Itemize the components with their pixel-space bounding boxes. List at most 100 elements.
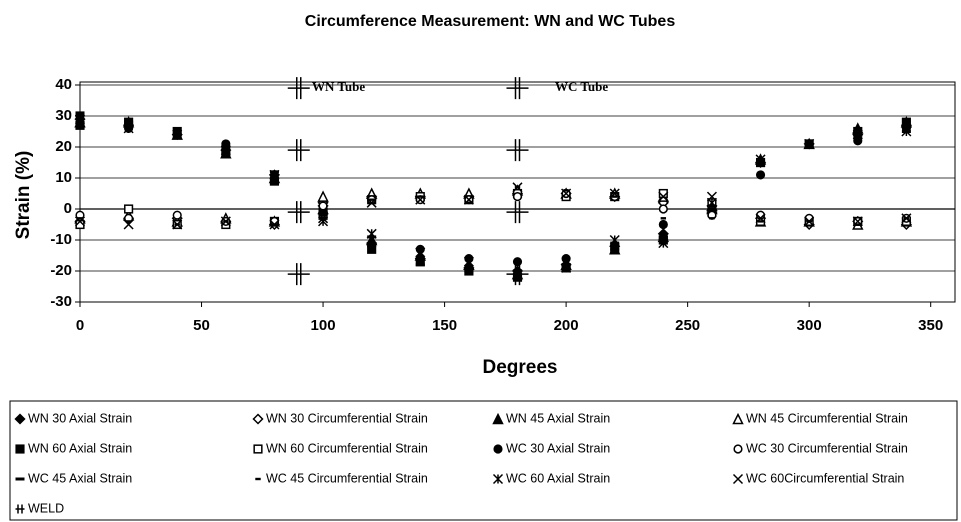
marker xyxy=(658,204,668,214)
legend-item: WN 30 Circumferential Strain xyxy=(252,411,428,425)
x-tick-label: 350 xyxy=(918,317,943,334)
legend-label: WC 45 Axial Strain xyxy=(28,471,132,485)
marker xyxy=(15,504,25,514)
legend-item: WC 60 Axial Strain xyxy=(492,471,610,485)
legend-label: WN 60 Axial Strain xyxy=(28,441,132,455)
marker xyxy=(506,263,529,286)
marker xyxy=(253,444,263,454)
marker xyxy=(658,219,668,230)
legend-label: WELD xyxy=(28,501,64,515)
marker xyxy=(492,412,504,425)
annotation: WN Tube xyxy=(312,79,365,94)
marker xyxy=(852,216,863,227)
marker xyxy=(124,204,134,214)
legend-item: WC 45 Circumferential Strain xyxy=(255,471,428,485)
marker xyxy=(563,189,569,192)
marker xyxy=(220,145,231,156)
marker xyxy=(755,213,766,224)
marker xyxy=(609,188,620,199)
x-tick-label: 150 xyxy=(432,317,457,334)
legend-label: WN 60 Circumferential Strain xyxy=(266,441,428,455)
y-tick-label: 20 xyxy=(55,138,72,155)
marker xyxy=(318,201,328,211)
marker xyxy=(417,195,423,198)
legend-item: WN 60 Axial Strain xyxy=(15,441,132,455)
plot-frame xyxy=(79,81,956,303)
y-tick-label: -10 xyxy=(50,231,72,248)
marker xyxy=(366,228,377,239)
chart-title: Circumference Measurement: WN and WC Tub… xyxy=(305,13,676,30)
marker xyxy=(756,164,766,168)
marker xyxy=(74,114,86,125)
marker xyxy=(755,170,766,180)
legend-item: WC 45 Axial Strain xyxy=(15,471,132,485)
marker xyxy=(755,154,766,165)
marker xyxy=(612,195,618,198)
legend-item: WELD xyxy=(15,501,64,515)
marker xyxy=(317,190,329,202)
legend-item: WC 30 Circumferential Strain xyxy=(733,441,908,455)
legend-label: WC 30 Axial Strain xyxy=(506,441,610,455)
y-tick-label: 0 xyxy=(64,200,72,217)
marker xyxy=(512,182,523,193)
marker xyxy=(269,169,280,180)
marker xyxy=(610,244,620,254)
marker xyxy=(660,217,667,220)
marker xyxy=(855,223,861,226)
y-tick-label: 40 xyxy=(55,76,72,93)
marker xyxy=(172,219,183,230)
marker xyxy=(757,220,764,223)
marker xyxy=(493,444,503,454)
marker xyxy=(804,216,815,227)
marker xyxy=(415,194,426,205)
marker xyxy=(287,263,310,286)
marker xyxy=(804,138,815,149)
legend-item: WN 45 Axial Strain xyxy=(492,411,610,425)
marker xyxy=(14,413,26,425)
marker xyxy=(123,219,134,230)
marker xyxy=(561,254,571,264)
legend-box xyxy=(9,400,958,521)
x-tick-label: 50 xyxy=(193,317,210,334)
marker xyxy=(506,139,529,162)
marker xyxy=(464,269,474,273)
marker xyxy=(366,197,377,208)
marker xyxy=(658,191,669,202)
y-axis-label: Strain (%) xyxy=(13,151,34,240)
y-tick-label: -20 xyxy=(50,262,72,279)
marker xyxy=(415,263,425,267)
marker xyxy=(852,129,863,140)
marker xyxy=(506,77,529,100)
marker xyxy=(463,194,474,205)
legend-item: WC 30 Axial Strain xyxy=(493,441,610,455)
marker xyxy=(658,235,668,239)
x-axis-label: Degrees xyxy=(483,357,558,378)
x-tick-label: 250 xyxy=(675,317,700,334)
y-tick-label: -30 xyxy=(50,293,72,310)
marker xyxy=(172,129,183,140)
x-tick-label: 200 xyxy=(554,317,579,334)
legend-item: WC 60Circumferential Strain xyxy=(732,471,904,485)
legend-item: WN 60 Circumferential Strain xyxy=(253,441,428,455)
legend-label: WC 60Circumferential Strain xyxy=(746,471,904,485)
marker xyxy=(415,247,426,258)
marker xyxy=(269,219,280,230)
marker xyxy=(733,444,743,454)
marker xyxy=(318,213,329,224)
legend-label: WN 30 Circumferential Strain xyxy=(266,411,428,425)
marker xyxy=(123,123,134,134)
legend-item: WN 45 Circumferential Strain xyxy=(732,411,908,425)
legend-label: WC 60 Axial Strain xyxy=(506,471,610,485)
marker xyxy=(15,444,25,454)
marker xyxy=(732,412,744,425)
marker xyxy=(609,234,620,246)
marker xyxy=(706,191,717,202)
y-tick-label: 10 xyxy=(55,169,72,186)
marker xyxy=(901,213,912,224)
marker xyxy=(561,188,572,199)
marker xyxy=(466,201,472,204)
marker xyxy=(512,192,523,202)
marker xyxy=(506,201,529,224)
legend-item: WN 30 Axial Strain xyxy=(14,411,132,425)
marker xyxy=(287,201,310,224)
